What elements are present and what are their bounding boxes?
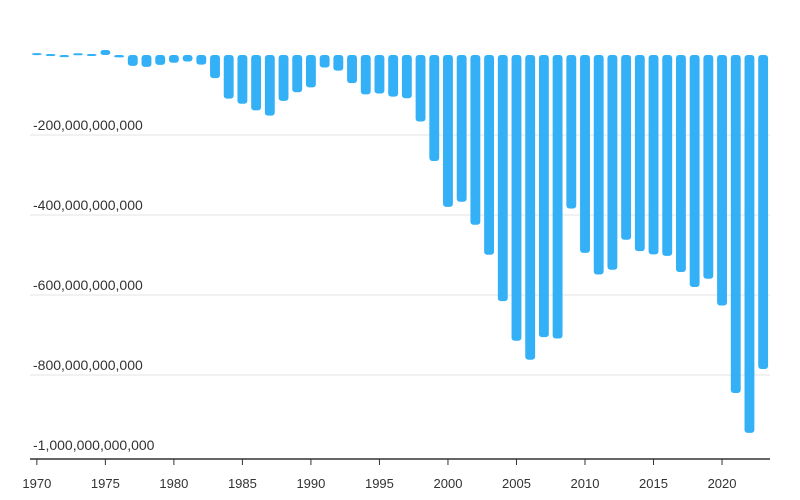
gridlines [30,134,770,376]
bar-2009 [566,55,577,209]
y-tick-label: -800,000,000,000 [33,357,143,373]
bar-2018 [689,55,700,287]
y-tick-label: -1,000,000,000,000 [33,437,155,453]
bar-1982 [196,55,207,65]
bar-1972 [59,55,70,58]
bar-2005 [511,55,522,341]
x-tick-label: 2010 [571,476,600,491]
x-tick-label: 2005 [502,476,531,491]
bar-1991 [319,55,330,68]
bar-1979 [155,55,166,65]
bar-2021 [730,55,741,394]
y-axis-labels: -200,000,000,000 -400,000,000,000 -600,000… [33,117,155,453]
bar-2019 [703,55,714,279]
bar-1973 [73,53,83,56]
bar-2008 [552,55,563,339]
x-tick-label: 1990 [296,476,325,491]
bar-1974 [86,54,97,56]
bar-2016 [662,55,673,256]
bar-1976 [114,55,125,58]
x-tick-label: 2000 [434,476,463,491]
bar-2013 [621,55,632,240]
bar-1992 [333,55,344,71]
bar-2020 [717,55,727,306]
bar-1977 [127,55,138,66]
bar-1971 [45,54,56,56]
bar-2006 [525,55,536,360]
x-tick-label: 1975 [91,476,120,491]
bar-1978 [141,55,152,67]
bar-1984 [223,55,234,99]
x-tick-label: 2015 [639,476,668,491]
bar-2003 [484,55,495,255]
y-tick-label: -600,000,000,000 [33,277,143,293]
bar-1975 [100,50,111,55]
x-tick-label: 1980 [159,476,188,491]
bar-2014 [634,55,645,252]
bar-1995 [374,55,385,94]
bar-2002 [470,55,481,225]
x-tick-label: 1995 [365,476,394,491]
bar-2017 [675,55,686,272]
bar-1996 [388,55,399,97]
bar-1993 [347,55,357,84]
bars [31,50,769,433]
bar-2000 [443,55,453,207]
x-axis: 1970 1975 1980 1985 1990 1995 2000 2005 2010 2015… [22,458,770,491]
x-tick-label: 2020 [708,476,737,491]
y-tick-label: -200,000,000,000 [33,117,143,133]
bar-1986 [251,55,262,111]
bar-1980 [168,55,179,63]
bar-1999 [429,55,440,162]
bar-1985 [237,55,248,104]
bar-2001 [456,55,467,202]
bar-2015 [648,55,659,255]
bar-1981 [182,55,193,62]
bar-1983 [210,55,220,79]
bar-2010 [580,55,590,253]
x-tick-label: 1970 [22,476,51,491]
bar-1994 [360,55,371,95]
bar-2023 [758,55,769,369]
bar-1990 [305,55,316,88]
bar-2022 [744,55,755,433]
bar-1970 [31,53,42,56]
bar-1987 [264,55,275,116]
bar-2007 [538,55,549,338]
bar-1997 [401,55,412,99]
bar-2012 [607,55,618,270]
x-tick-label: 1985 [228,476,257,491]
bar-2004 [497,55,508,302]
bar-1998 [415,55,426,122]
bar-2011 [593,55,604,275]
y-tick-label: -400,000,000,000 [33,197,143,213]
bar-1988 [278,55,289,101]
bar-1989 [292,55,303,93]
